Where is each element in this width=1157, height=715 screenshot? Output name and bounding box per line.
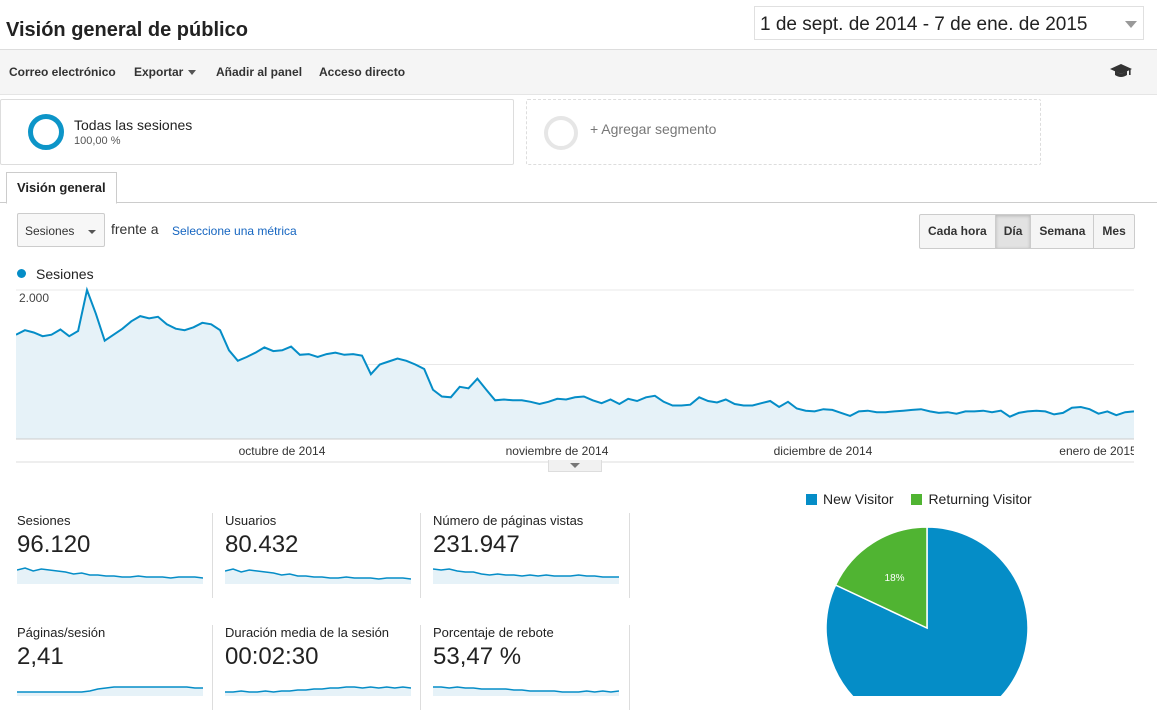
add-segment-button[interactable]: + Agregar segmento [526, 99, 1041, 165]
select-metric-link[interactable]: Seleccione una métrica [172, 224, 297, 238]
sparkline-fill [17, 687, 203, 696]
toolbar: Correo electrónico Exportar Añadir al pa… [0, 49, 1157, 95]
y-tick-label: 2.000 [19, 291, 49, 305]
scorecard-value: 96.120 [17, 531, 91, 558]
sparkline-fill [225, 687, 411, 696]
legend-returning-visitor-label: Returning Visitor [928, 491, 1032, 507]
sparkline-line [17, 686, 203, 693]
pie-slice-returning-visitor[interactable] [834, 527, 928, 630]
scorecard-value: 00:02:30 [225, 643, 319, 670]
scorecard-divider [420, 513, 421, 598]
x-tick-label: diciembre de 2014 [774, 444, 873, 458]
sparkline-line [225, 686, 411, 693]
series-area-fill [16, 290, 1134, 439]
scorecard-divider [420, 625, 421, 710]
date-range-picker[interactable]: 1 de sept. de 2014 - 7 de ene. de 2015 [754, 6, 1144, 40]
scorecard-value: 53,47 % [433, 643, 522, 670]
granularity-week-button[interactable]: Semana [1031, 215, 1095, 248]
empty-segment-ring-icon [544, 116, 578, 150]
scorecard-users[interactable]: Usuarios 80.432 [225, 513, 421, 603]
legend-swatch [911, 494, 923, 505]
scorecard-sparkline [225, 686, 411, 696]
granularity-hourly-button[interactable]: Cada hora [920, 215, 996, 248]
page-title: Visión general de público [6, 19, 248, 41]
metric-select-value: Sesiones [25, 224, 75, 238]
export-label: Exportar [134, 65, 184, 79]
granularity-toggle: Cada hora Día Semana Mes [919, 214, 1135, 249]
legend-swatch [806, 494, 817, 505]
scorecard-divider [629, 513, 630, 598]
add-to-dashboard-button[interactable]: Añadir al panel [216, 65, 303, 79]
granularity-month-button[interactable]: Mes [1102, 224, 1126, 238]
scorecard-label: Porcentaje de rebote [433, 625, 554, 640]
segment-title: Todas las sesiones [74, 117, 193, 133]
x-tick-label: enero de 2015 [1059, 444, 1134, 458]
scorecard-pages-per-session[interactable]: Páginas/sesión 2,41 [17, 625, 213, 715]
series-legend-dot [17, 269, 26, 278]
legend-new-visitor[interactable]: New Visitor [806, 491, 894, 507]
pie-legend: New Visitor Returning Visitor [806, 491, 1032, 507]
add-segment-label: + Agregar segmento [590, 121, 717, 137]
scorecard-label: Sesiones [17, 513, 71, 528]
chevron-down-icon [1125, 21, 1137, 28]
scorecard-label: Duración media de la sesión [225, 625, 390, 640]
collapse-chart-toggle[interactable] [548, 460, 602, 472]
chevron-down-icon [570, 463, 580, 468]
segment-percent: 100,00 % [74, 135, 121, 147]
graduation-cap-icon[interactable] [1109, 63, 1133, 79]
scorecard-sessions[interactable]: Sesiones 96.120 [17, 513, 213, 603]
scorecard-value: 231.947 [433, 531, 520, 558]
sparkline-line [433, 568, 619, 578]
scorecard-label: Número de páginas vistas [433, 513, 584, 528]
series-legend-label: Sesiones [36, 266, 94, 282]
legend-returning-visitor[interactable]: Returning Visitor [911, 491, 1032, 507]
date-range-label: 1 de sept. de 2014 - 7 de ene. de 2015 [760, 14, 1088, 35]
scorecard-bounce-rate[interactable]: Porcentaje de rebote 53,47 % [433, 625, 629, 715]
scorecard-sparkline [17, 567, 203, 584]
sparkline-line [433, 686, 619, 693]
caret-down-icon [188, 70, 197, 76]
metric-select[interactable]: Sesiones [17, 213, 105, 247]
scorecard-divider [212, 513, 213, 598]
scorecard-value: 2,41 [17, 643, 64, 670]
legend-new-visitor-label: New Visitor [823, 491, 894, 507]
scorecard-avg-session-duration[interactable]: Duración media de la sesión 00:02:30 [225, 625, 421, 715]
pie-slice-label: 18% [885, 573, 905, 584]
versus-label: frente a [111, 221, 159, 237]
series-line-sesiones [16, 286, 1134, 418]
sparkline-line [17, 567, 203, 579]
scorecard-value: 80.432 [225, 531, 299, 558]
scorecard-sparkline [225, 568, 411, 584]
scorecard-pageviews[interactable]: Número de páginas vistas 231.947 [433, 513, 629, 603]
visitor-pie-chart[interactable]: 18% [826, 527, 1028, 696]
segment-all-sessions[interactable]: Todas las sesiones 100,00 % [0, 99, 514, 165]
tab-bar-divider [0, 202, 1157, 203]
x-tick-label: noviembre de 2014 [506, 444, 609, 458]
email-button[interactable]: Correo electrónico [9, 65, 116, 79]
sparkline-fill [433, 569, 619, 584]
sparkline-line [225, 568, 411, 580]
granularity-day-button[interactable]: Día [995, 215, 1032, 248]
segment-ring-icon [28, 114, 64, 150]
scorecard-sparkline [17, 686, 203, 696]
scorecard-label: Páginas/sesión [17, 625, 106, 640]
scorecard-divider [212, 625, 213, 710]
tab-overview[interactable]: Visión general [6, 172, 117, 204]
scorecard-label: Usuarios [225, 513, 277, 528]
chevron-down-icon [88, 230, 96, 234]
shortcut-button[interactable]: Acceso directo [319, 65, 406, 79]
scorecard-divider [629, 625, 630, 710]
x-tick-label: octubre de 2014 [239, 444, 326, 458]
export-button[interactable]: Exportar [134, 65, 197, 79]
scorecard-sparkline [433, 568, 619, 584]
sparkline-fill [225, 569, 411, 584]
scorecard-sparkline [433, 686, 619, 696]
